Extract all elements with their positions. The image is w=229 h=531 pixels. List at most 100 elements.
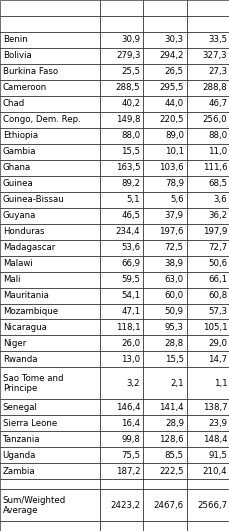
Bar [100, 287, 143, 304]
Bar [0, 463, 100, 479]
Bar [100, 304, 143, 320]
Bar [100, 224, 143, 239]
Text: 222,5: 222,5 [159, 467, 184, 476]
Bar [187, 64, 229, 80]
Bar [143, 352, 187, 367]
Text: 47,1: 47,1 [121, 307, 140, 316]
Text: Bolivia: Bolivia [3, 52, 32, 61]
Bar [187, 304, 229, 320]
Bar [187, 144, 229, 160]
Text: 72,7: 72,7 [208, 243, 227, 252]
Text: 72,5: 72,5 [165, 243, 184, 252]
Bar [0, 48, 100, 64]
Text: 141,4: 141,4 [159, 403, 184, 412]
Text: 1,1: 1,1 [214, 379, 227, 388]
Bar [100, 176, 143, 192]
Text: 256,0: 256,0 [203, 115, 227, 124]
Bar [100, 479, 143, 489]
Bar [100, 271, 143, 287]
Text: Mozambique: Mozambique [3, 307, 58, 316]
Bar [143, 16, 187, 32]
Bar [187, 320, 229, 336]
Text: 15,5: 15,5 [165, 355, 184, 364]
Bar [187, 224, 229, 239]
Bar [100, 112, 143, 128]
Text: 40,2: 40,2 [121, 99, 140, 108]
Text: Niger: Niger [3, 339, 26, 348]
Bar [143, 80, 187, 96]
Text: 103,6: 103,6 [159, 163, 184, 172]
Bar [0, 128, 100, 144]
Bar [143, 489, 187, 521]
Text: 78,9: 78,9 [165, 179, 184, 188]
Bar [0, 431, 100, 447]
Bar [143, 176, 187, 192]
Text: 10,1: 10,1 [165, 147, 184, 156]
Text: 27,3: 27,3 [208, 67, 227, 76]
Text: 25,5: 25,5 [121, 67, 140, 76]
Bar [0, 336, 100, 352]
Text: 220,5: 220,5 [159, 115, 184, 124]
Bar [187, 399, 229, 415]
Bar [143, 160, 187, 176]
Text: 148,4: 148,4 [203, 435, 227, 444]
Text: Uganda: Uganda [3, 451, 36, 460]
Text: 68,5: 68,5 [208, 179, 227, 188]
Bar [0, 320, 100, 336]
Bar [100, 208, 143, 224]
Bar [187, 96, 229, 112]
Bar [143, 112, 187, 128]
Bar [143, 96, 187, 112]
Bar [187, 352, 229, 367]
Text: 26,5: 26,5 [165, 67, 184, 76]
Bar [100, 415, 143, 431]
Text: 197,9: 197,9 [203, 227, 227, 236]
Text: Zambia: Zambia [3, 467, 35, 476]
Text: 30,9: 30,9 [121, 36, 140, 45]
Bar [0, 479, 100, 489]
Text: 50,9: 50,9 [165, 307, 184, 316]
Text: 149,8: 149,8 [116, 115, 140, 124]
Bar [100, 320, 143, 336]
Bar [143, 336, 187, 352]
Bar [100, 239, 143, 255]
Bar [187, 16, 229, 32]
Bar [0, 144, 100, 160]
Text: 16,4: 16,4 [121, 419, 140, 428]
Text: Sao Tome and
Principe: Sao Tome and Principe [3, 374, 63, 393]
Bar [100, 399, 143, 415]
Bar [100, 128, 143, 144]
Bar [0, 112, 100, 128]
Bar [100, 144, 143, 160]
Bar [187, 271, 229, 287]
Text: 26,0: 26,0 [121, 339, 140, 348]
Bar [0, 287, 100, 304]
Bar [187, 128, 229, 144]
Bar [143, 399, 187, 415]
Bar [187, 80, 229, 96]
Bar [100, 447, 143, 463]
Bar [100, 32, 143, 48]
Text: Honduras: Honduras [3, 227, 44, 236]
Bar [143, 271, 187, 287]
Text: Cameroon: Cameroon [3, 83, 47, 92]
Bar [100, 16, 143, 32]
Bar [143, 32, 187, 48]
Text: 46,7: 46,7 [208, 99, 227, 108]
Text: 30,3: 30,3 [165, 36, 184, 45]
Text: Ghana: Ghana [3, 163, 31, 172]
Text: 37,9: 37,9 [165, 211, 184, 220]
Bar [187, 463, 229, 479]
Text: Tanzania: Tanzania [3, 435, 40, 444]
Bar [100, 80, 143, 96]
Text: 89,2: 89,2 [121, 179, 140, 188]
Text: Rwanda: Rwanda [3, 355, 37, 364]
Bar [143, 479, 187, 489]
Text: Madagascar: Madagascar [3, 243, 55, 252]
Text: 46,5: 46,5 [121, 211, 140, 220]
Bar [187, 431, 229, 447]
Bar [187, 479, 229, 489]
Text: 95,3: 95,3 [165, 323, 184, 332]
Bar [143, 48, 187, 64]
Bar [0, 16, 100, 32]
